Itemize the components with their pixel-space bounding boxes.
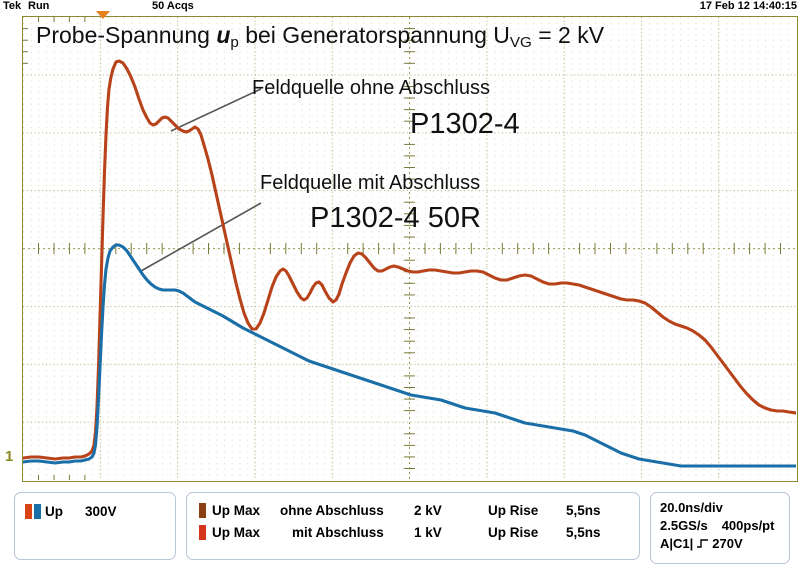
title-middle-subscript: VG (509, 33, 532, 51)
channel-swatch-orange (25, 504, 32, 519)
title-prefix: Probe-Spannung (36, 22, 217, 48)
measurement-rise-label: Up Rise (488, 525, 539, 540)
channel-scale-value: 300V (85, 504, 117, 519)
title-middle: bei Generatorspannung U (238, 22, 510, 48)
title-suffix: = 2 kV (531, 22, 605, 48)
measurement-swatch (199, 503, 206, 518)
axis-ticks (23, 17, 781, 480)
page-title: Probe-Spannung up bei Generatorspannung … (36, 22, 604, 51)
readout-panels: Up 300V Up Max ohne Abschluss 2 kV Up Rise 5,… (0, 486, 800, 576)
waveform-graticule[interactable] (22, 16, 798, 482)
brand-label: Tek (3, 0, 22, 12)
run-state-label[interactable]: Run (28, 0, 50, 12)
channel-1-reference-marker[interactable]: 1 (5, 448, 14, 465)
measurements-panel[interactable]: Up Max ohne Abschluss 2 kV Up Rise 5,5ns Up … (186, 492, 640, 560)
grid-major (23, 17, 796, 480)
channel-swatch-blue (34, 504, 41, 519)
title-variable-subscript: p (230, 33, 239, 51)
annotation-part-mit-abschluss: P1302-4 50R (310, 202, 481, 234)
measurement-value: 1 kV (414, 525, 442, 540)
measurement-swatch (199, 525, 206, 540)
channel-scale-row[interactable]: Up 300V (25, 503, 117, 521)
sample-rate-value: 2.5GS/s (660, 518, 708, 533)
acquisition-count: 50 Acqs (152, 0, 194, 12)
annotation-leader-lines (140, 88, 262, 272)
waveform-plot (23, 17, 796, 480)
title-variable: u (216, 22, 231, 48)
measurement-name: Up Max (212, 503, 261, 518)
status-bar: Tek Run 50 Acqs 17 Feb 12 14:40:15 (0, 0, 800, 14)
timebase-panel[interactable]: 20.0ns/div 2.5GS/s 400ps/pt A|C1| 270V (650, 492, 790, 564)
annotation-label-mit-abschluss: Feldquelle mit Abschluss (260, 172, 481, 194)
measurement-name: Up Max (212, 525, 261, 540)
timestamp-label: 17 Feb 12 14:40:15 (699, 0, 797, 12)
measurement-condition: ohne Abschluss (280, 503, 384, 518)
measurement-condition: mit Abschluss (292, 525, 384, 540)
waveform-trace-orange (23, 59, 796, 461)
trigger-level-value: 270V (712, 536, 743, 551)
measurement-rise-value: 5,5ns (566, 503, 601, 518)
measurement-row[interactable]: Up Max mit Abschluss 1 kV Up Rise 5,5ns (199, 524, 601, 542)
channel-label: Up (45, 504, 63, 519)
waveform-trace-blue (23, 243, 796, 468)
trigger-position-marker[interactable] (96, 11, 110, 19)
resolution-value: 400ps/pt (721, 518, 775, 533)
measurement-rise-value: 5,5ns (566, 525, 601, 540)
trigger-row[interactable]: A|C1| 270V (660, 535, 743, 553)
annotation-label-ohne-abschluss: Feldquelle ohne Abschluss (252, 77, 490, 99)
annotation-part-ohne-abschluss: P1302-4 (410, 108, 520, 140)
center-axes (23, 17, 796, 480)
rising-edge-slope-icon (696, 536, 709, 554)
measurement-row[interactable]: Up Max ohne Abschluss 2 kV Up Rise 5,5ns (199, 502, 601, 520)
timebase-value[interactable]: 20.0ns/div (660, 500, 723, 515)
measurement-rise-label: Up Rise (488, 503, 539, 518)
measurement-value: 2 kV (414, 503, 442, 518)
trigger-source-label: A|C1| (660, 536, 694, 551)
samplerate-row: 2.5GS/s 400ps/pt (660, 517, 774, 535)
channel-settings-panel[interactable]: Up 300V (14, 492, 176, 560)
